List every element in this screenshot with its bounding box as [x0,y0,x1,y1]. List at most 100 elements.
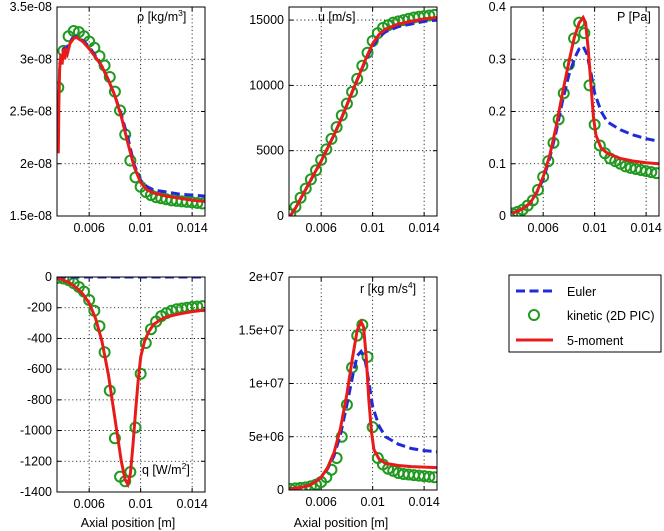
P-xtick-label: 0.01 [582,221,606,235]
P-moment-line [511,14,659,215]
legend: Euler kinetic (2D PIC) 5-moment [508,274,662,353]
r-grid [289,276,437,491]
u-ytick-label: 10000 [249,78,284,92]
r-kinetic-point [428,471,437,484]
u-ytick-label: 0 [277,209,284,223]
u-kinetic-point [315,153,328,166]
u-kinetic-point [294,191,307,204]
rho-kinetic-point [191,196,204,209]
u-xtick-label: 0.01 [360,221,384,235]
q-ytick-label: -1400 [20,485,52,499]
P-ytick-label: 0.1 [489,157,506,171]
u-kinetic-point [351,72,364,85]
q-axes-frame [56,276,206,493]
plot-velocity: 0.006 0.01 0.014 0 5000 10000 15000 u [m/s] [249,6,440,235]
P-kinetic-point [532,183,545,196]
q-ytick-label: -400 [27,331,52,345]
r-ytick-label: 2e+07 [249,270,284,284]
r-ytick-label: 1e+07 [249,377,284,391]
r-xtick-label: 0.014 [408,495,439,509]
rho-xtick-label: 0.01 [128,221,152,235]
plot-pressure: 0.006 0.01 0.014 0 0.1 0.2 0.3 0.4 P [Pa] [489,0,662,235]
rho-ytick-label: 3e-08 [20,52,52,66]
plot-r-moment-xlabel: Axial position [m] [294,516,388,530]
r-xtick-label: 0.01 [360,495,384,509]
r-plot-area [289,318,437,490]
P-ytick-label: 0 [499,209,506,223]
legend-box [508,274,662,353]
plot-velocity-title: u [m/s] [318,10,356,24]
q-xtick-label: 0.01 [128,497,152,511]
P-kinetic-point [578,27,591,40]
plot-heat-flux-title: q [W/m2] [142,461,190,477]
u-kinetic-point [304,173,317,186]
u-kinetic-point [299,182,312,195]
u-ytick-label: 15000 [249,13,284,27]
P-kinetic-point [511,207,519,216]
r-kinetic-point [423,470,436,483]
rho-ytick-label: 1.5e-08 [10,209,52,223]
u-kinetic-point [346,85,359,98]
q-ytick-label: -1000 [20,424,52,438]
u-kinetic-point [310,164,323,177]
P-kinetic-point [645,166,658,179]
q-xtick-label: 0.006 [74,497,105,511]
legend-kinetic-label: kinetic (2D PIC) [567,309,655,323]
rho-euler-line [58,34,205,198]
P-ytick-label: 0.4 [489,0,506,14]
u-kinetic-point [325,132,338,145]
q-ytick-label: 0 [45,270,52,284]
legend-moment-label: 5-moment [567,334,624,348]
u-kinetic-point [289,200,302,213]
P-ytick-label: 0.2 [489,105,506,119]
q-ytick-label: -1200 [20,454,52,468]
q-plot-area [57,277,205,489]
r-euler-line [290,348,437,490]
q-grid [57,276,205,493]
rho-kinetic-point [196,197,205,210]
P-euler-line [511,43,659,215]
u-ytick-label: 5000 [256,144,284,158]
P-kinetic-point [526,194,539,207]
u-xtick-label: 0.014 [408,221,439,235]
plot-r-moment: Axial position [m] 0.006 0.01 0.014 0 5e+06 1… [238,270,439,530]
q-ytick-label: -200 [27,301,52,315]
P-ytick-label: 0.3 [489,52,506,66]
rho-moment-line [57,35,205,203]
plot-pressure-title: P [Pa] [617,10,651,24]
rho-plot-area [57,25,205,210]
rho-xtick-label: 0.006 [74,221,105,235]
r-ytick-label: 0 [277,483,284,497]
u-plot-area [289,8,437,216]
q-ytick-label: -800 [27,393,52,407]
q-xtick-label: 0.014 [176,497,207,511]
q-ytick-label: -600 [27,362,52,376]
u-xtick-label: 0.006 [306,221,337,235]
u-moment-line [289,16,437,216]
legend-kinetic-swatch [528,309,540,321]
rho-xtick-label: 0.014 [176,221,207,235]
plot-density-title: ρ [kg/m3] [137,8,186,24]
u-axes-frame [288,6,438,217]
P-kinetic-point [650,167,659,180]
u-euler-line [289,18,437,216]
rho-ytick-label: 3.5e-08 [10,0,52,14]
plot-r-moment-title: r [kg m/s4] [360,280,416,296]
u-kinetic-point [320,143,333,156]
u-kinetic-point [423,9,436,22]
P-axes-frame [510,6,660,217]
rho-ytick-label: 2e-08 [20,157,52,171]
q-moment-line [57,277,205,489]
r-ytick-label: 1.5e+07 [238,323,284,337]
q-kinetic-point [108,432,121,445]
plot-density: 0.006 0.01 0.014 1.5e-08 2e-08 2.5e-08 3e-08 3.… [10,0,208,235]
P-xtick-label: 0.014 [630,221,661,235]
r-moment-line [290,318,437,490]
P-xtick-label: 0.006 [528,221,559,235]
plot-heat-flux-xlabel: Axial position [m] [81,516,175,530]
rho-ytick-label: 2.5e-08 [10,105,52,119]
r-ytick-label: 5e+06 [249,430,284,444]
r-xtick-label: 0.006 [306,495,337,509]
legend-euler-label: Euler [567,285,596,299]
